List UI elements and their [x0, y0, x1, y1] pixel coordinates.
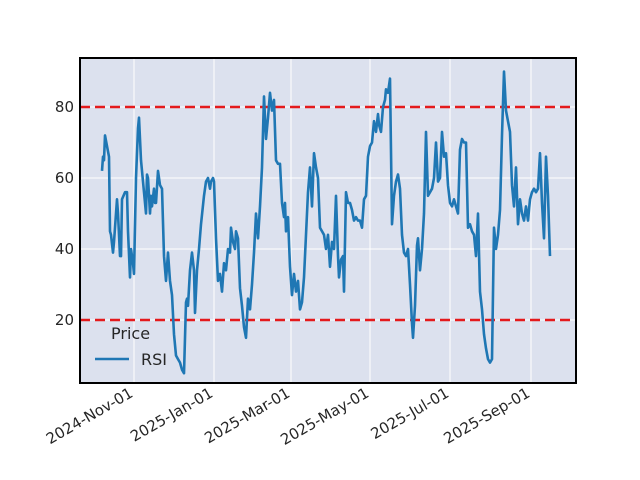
y-tick-label: 80 — [55, 98, 74, 116]
plot-frame — [79, 57, 577, 384]
x-tick-label: 2025-Jul-01 — [368, 384, 452, 443]
y-tick-label: 40 — [55, 240, 74, 258]
x-tick-label: 2025-Sep-01 — [441, 384, 533, 448]
x-tick-label: 2024-Nov-01 — [43, 384, 136, 448]
x-tick-label: 2025-May-01 — [277, 384, 372, 449]
y-tick-label: 20 — [55, 311, 74, 329]
y-tick-label: 60 — [55, 169, 74, 187]
legend-title: Price — [111, 324, 150, 343]
x-axis-ticks: 2024-Nov-012025-Jan-012025-Mar-012025-Ma… — [43, 384, 533, 449]
legend-label-rsi: RSI — [141, 350, 167, 369]
y-axis-ticks: 20 40 60 80 — [55, 98, 74, 329]
x-tick-label: 2025-Jan-01 — [127, 384, 216, 446]
legend: Price RSI — [95, 324, 167, 369]
rsi-series-line — [100, 70, 552, 375]
